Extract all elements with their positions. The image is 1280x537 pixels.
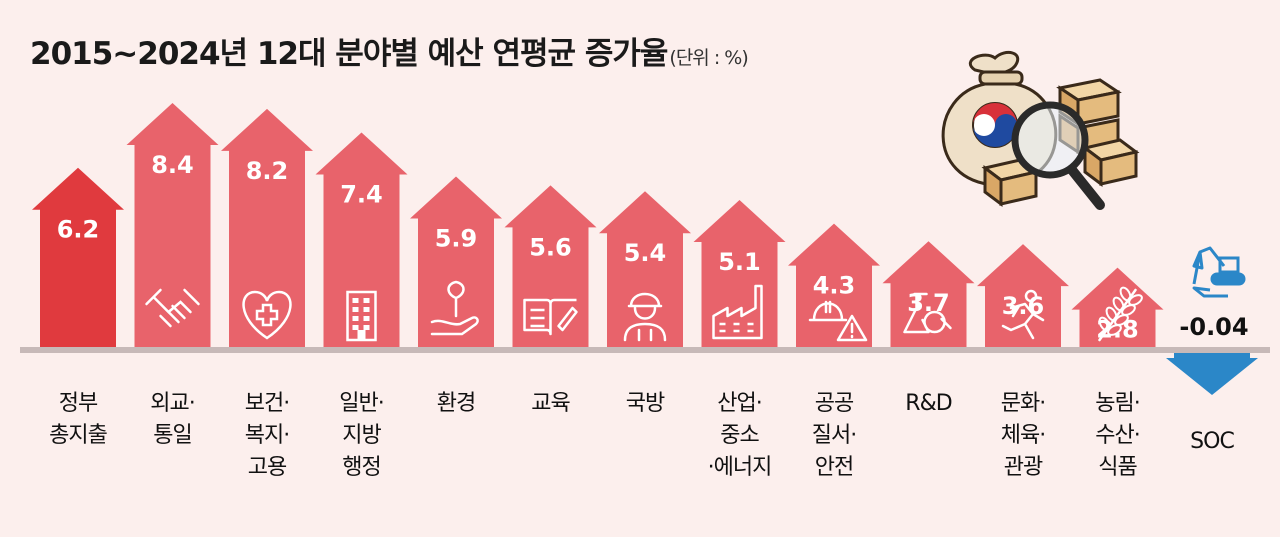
category-label-4: 환경 [436, 391, 476, 416]
value-label-0: 6.2 [57, 216, 100, 244]
category-label-6: 국방 [625, 391, 665, 416]
value-label-4: 5.9 [435, 225, 478, 253]
category-label-7: 산업· 중소 ·에너지 [707, 391, 773, 480]
category-label-0: 정부 총지출 [49, 391, 108, 448]
book-pen-icon [523, 298, 578, 336]
bar-4 [410, 176, 502, 350]
category-label-8: 공공 질서· 안전 [811, 391, 857, 480]
value-label-7: 5.1 [718, 248, 761, 276]
category-label-3: 일반· 지방 행정 [339, 391, 384, 480]
handshake-icon [145, 288, 200, 328]
soldier-icon [623, 292, 667, 342]
money-bag-gold-magnifier-icon [941, 50, 1140, 210]
flask-magnifier-icon [903, 292, 952, 334]
bar-1 [126, 103, 219, 350]
category-label-10: 문화· 체육· 관광 [1000, 391, 1046, 480]
chart-title-block: 2015~2024년 12대 분야별 예산 연평균 증가율 (단위 : %) [30, 28, 749, 73]
value-label-12: -0.04 [1179, 313, 1248, 341]
chart-title: 2015~2024년 12대 분야별 예산 연평균 증가율 [30, 36, 668, 72]
value-label-3: 7.4 [340, 180, 383, 208]
bar-9 [882, 241, 975, 350]
value-label-8: 4.3 [813, 272, 856, 300]
bar-6 [599, 191, 691, 350]
building-icon [346, 290, 377, 342]
factory-icon [712, 284, 763, 340]
value-label-1: 8.4 [151, 151, 194, 179]
value-label-11: 2.8 [1096, 316, 1139, 344]
value-label-6: 5.4 [624, 239, 667, 267]
bar-12 [1166, 353, 1258, 395]
category-label-2: 보건· 복지· 고용 [244, 391, 290, 480]
value-label-5: 5.6 [529, 233, 572, 261]
category-label-9: R&D [905, 391, 952, 416]
category-label-12: SOC [1190, 429, 1235, 454]
category-label-5: 교육 [531, 391, 570, 416]
plant-hand-icon [430, 280, 479, 336]
bar-2 [221, 108, 313, 350]
bar-10 [977, 244, 1069, 350]
wheat-icon [1098, 286, 1143, 342]
bar-0 [32, 167, 124, 350]
category-label-11: 농림· 수산· 식품 [1095, 391, 1140, 480]
hardhat-warning-icon [808, 300, 868, 342]
excavator-icon [1192, 246, 1246, 298]
unit-label: (단위 : %) [669, 47, 748, 69]
runner-icon [1001, 289, 1045, 340]
bar-3 [315, 132, 408, 350]
category-label-1: 외교· 통일 [150, 391, 195, 448]
bar-8 [788, 223, 880, 350]
value-label-2: 8.2 [246, 157, 289, 185]
heart-cross-icon [242, 290, 292, 340]
